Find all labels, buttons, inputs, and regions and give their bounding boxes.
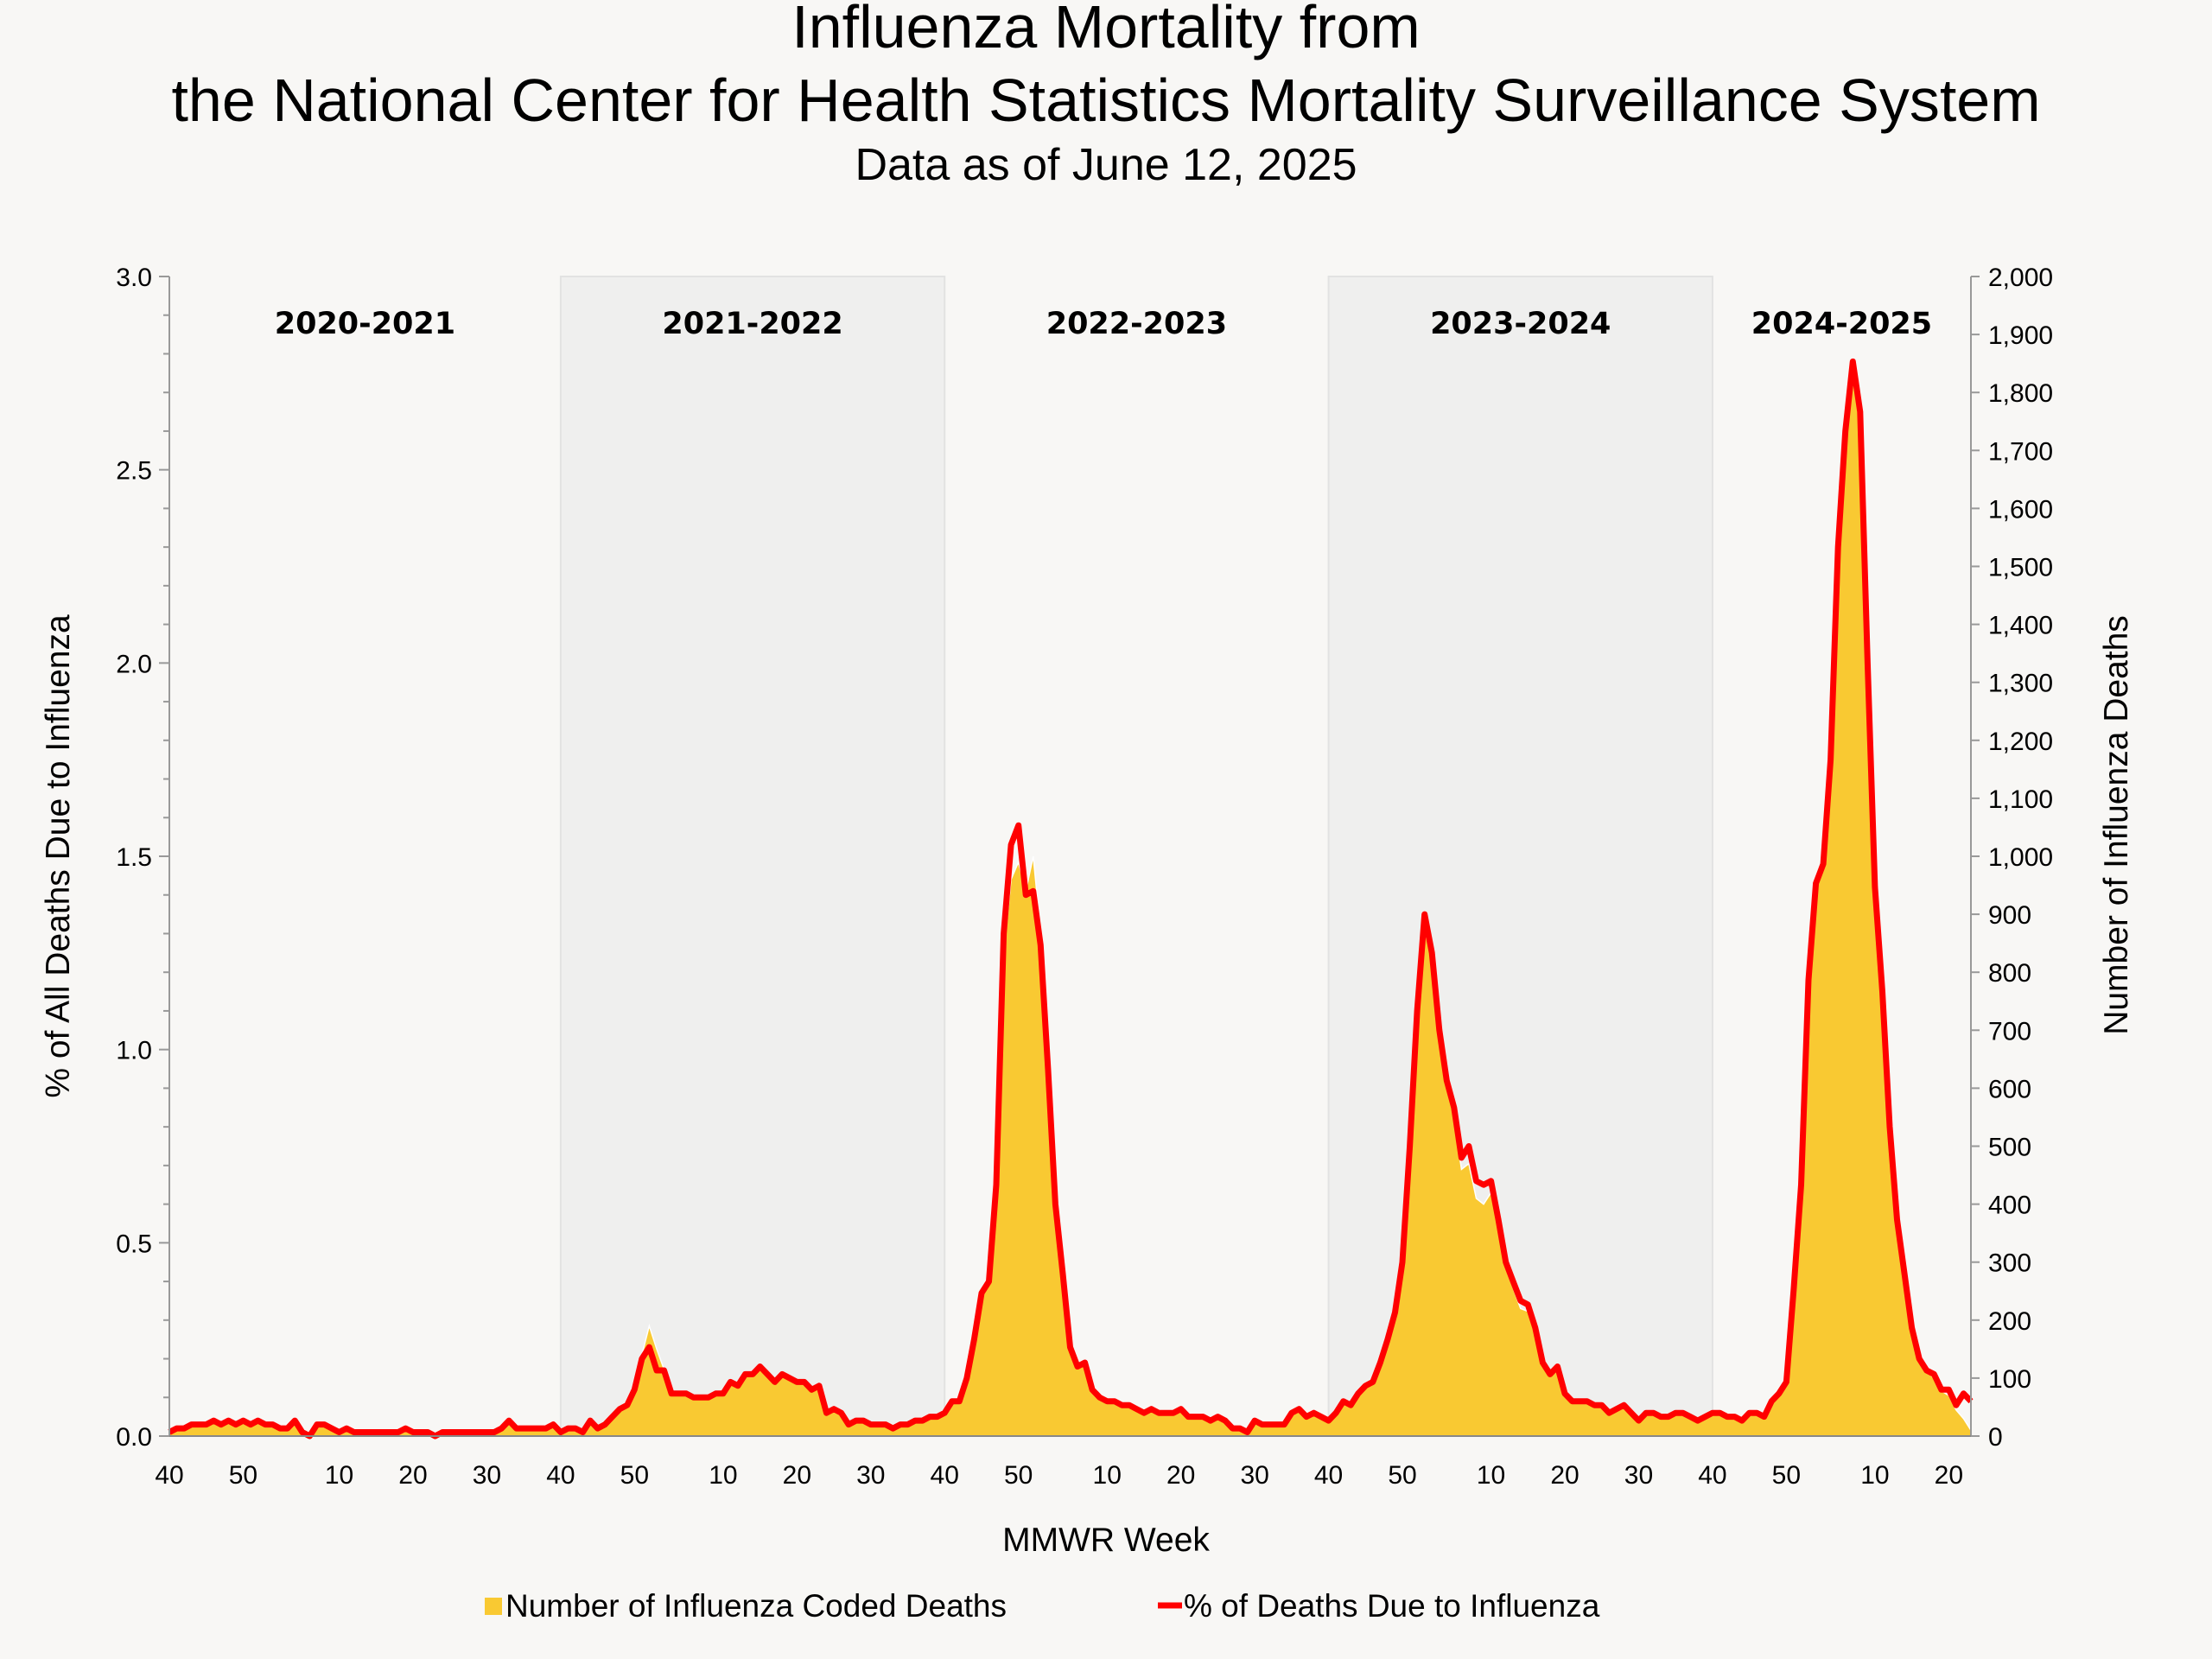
pct-line xyxy=(168,358,1974,1440)
season-label: 2023-2024 xyxy=(1430,307,1611,341)
x-tick-label: 50 xyxy=(1004,1461,1033,1490)
y-right-tick-label: 1,600 xyxy=(1988,495,2053,524)
y-right-tick-label: 1,300 xyxy=(1988,670,2053,698)
y-right-tick-label: 900 xyxy=(1988,901,2031,930)
season-label: 2020-2021 xyxy=(275,307,455,341)
y-right-tick-label: 1,000 xyxy=(1988,843,2053,872)
x-tick-label: 30 xyxy=(1240,1461,1268,1490)
y-right-tick-label: 1,800 xyxy=(1988,379,2053,408)
y-left-tick-label: 1.0 xyxy=(116,1037,152,1065)
y-axis-left-title: % of All Deaths Due to Influenza xyxy=(40,614,77,1098)
y-right-tick-label: 0 xyxy=(1988,1423,2003,1452)
x-tick-label: 30 xyxy=(856,1461,885,1490)
y-left-tick-label: 1.5 xyxy=(116,843,152,872)
x-axis-title: MMWR Week xyxy=(1002,1522,1210,1559)
axes: 40 50 10 20 30 40 50 10 20 30 40 50 10 20 30 40 50 10 20 30… xyxy=(116,264,2053,1490)
pct-line-layer xyxy=(168,358,1974,1440)
legend-pct-label: % of Deaths Due to Influenza xyxy=(1184,1588,1600,1624)
x-tick-label: 10 xyxy=(1477,1461,1505,1490)
x-tick-label: 10 xyxy=(709,1461,737,1490)
y-right-tick-label: 1,900 xyxy=(1988,321,2053,350)
y-right-tick-label: 700 xyxy=(1988,1017,2031,1046)
y-right-tick-label: 200 xyxy=(1988,1307,2031,1336)
legend-deaths-label: Number of Influenza Coded Deaths xyxy=(505,1588,1007,1624)
x-tick-label: 50 xyxy=(1388,1461,1416,1490)
x-tick-label: 40 xyxy=(1314,1461,1343,1490)
y-left-tick-label: 0.5 xyxy=(116,1230,152,1258)
x-tick-label: 40 xyxy=(155,1461,183,1490)
x-tick-label: 20 xyxy=(783,1461,811,1490)
y-axis-right-title: Number of Influenza Deaths xyxy=(2098,615,2135,1035)
x-tick-label: 50 xyxy=(620,1461,649,1490)
x-tick-label: 20 xyxy=(398,1461,427,1490)
chart-title-line1: Influenza Mortality from xyxy=(791,0,1420,60)
y-right-tick-label: 1,700 xyxy=(1988,437,2053,466)
x-tick-label: 30 xyxy=(473,1461,501,1490)
y-right-tick-label: 1,200 xyxy=(1988,728,2053,756)
y-right-tick-label: 1,500 xyxy=(1988,554,2053,582)
y-right-tick-label: 500 xyxy=(1988,1134,2031,1162)
chart-subtitle: Data as of June 12, 2025 xyxy=(855,140,1357,190)
x-tick-label: 10 xyxy=(325,1461,353,1490)
y-left-tick-label: 2.0 xyxy=(116,650,152,678)
y-right-tick-label: 2,000 xyxy=(1988,264,2053,292)
x-tick-label: 40 xyxy=(1698,1461,1726,1490)
y-right-tick-label: 800 xyxy=(1988,959,2031,988)
y-right-tick-label: 100 xyxy=(1988,1365,2031,1394)
y-left-tick-label: 2.5 xyxy=(116,457,152,486)
x-tick-label: 10 xyxy=(1093,1461,1122,1490)
x-tick-label: 20 xyxy=(1166,1461,1195,1490)
y-right-tick-label: 600 xyxy=(1988,1075,2031,1103)
x-tick-label: 40 xyxy=(546,1461,575,1490)
y-right-tick-label: 400 xyxy=(1988,1192,2031,1220)
x-tick-label: 10 xyxy=(1860,1461,1889,1490)
season-band-shaded xyxy=(559,276,946,1437)
y-left-tick-label: 3.0 xyxy=(116,264,152,292)
y-right-tick-label: 300 xyxy=(1988,1249,2031,1278)
y-right-tick-label: 1,100 xyxy=(1988,785,2053,814)
season-label: 2021-2022 xyxy=(662,307,842,341)
y-right-tick-label: 1,400 xyxy=(1988,612,2053,640)
season-label: 2024-2025 xyxy=(1751,307,1932,341)
y-left-tick-label: 0.0 xyxy=(116,1423,152,1452)
season-band-shaded xyxy=(1327,276,1713,1437)
season-bands: 2020-2021 2021-2022 2022-2023 2023-2024 2024… xyxy=(275,276,1932,1437)
legend: Number of Influenza Coded Deaths % of De… xyxy=(485,1588,1600,1624)
x-tick-label: 50 xyxy=(229,1461,257,1490)
chart-title-line2: the National Center for Health Statistic… xyxy=(171,67,2040,134)
x-tick-label: 20 xyxy=(1550,1461,1579,1490)
x-tick-label: 40 xyxy=(931,1461,959,1490)
season-label: 2022-2023 xyxy=(1046,307,1227,341)
x-tick-label: 30 xyxy=(1624,1461,1653,1490)
x-tick-label: 20 xyxy=(1935,1461,1963,1490)
legend-deaths-swatch xyxy=(485,1598,502,1615)
x-tick-label: 50 xyxy=(1772,1461,1801,1490)
